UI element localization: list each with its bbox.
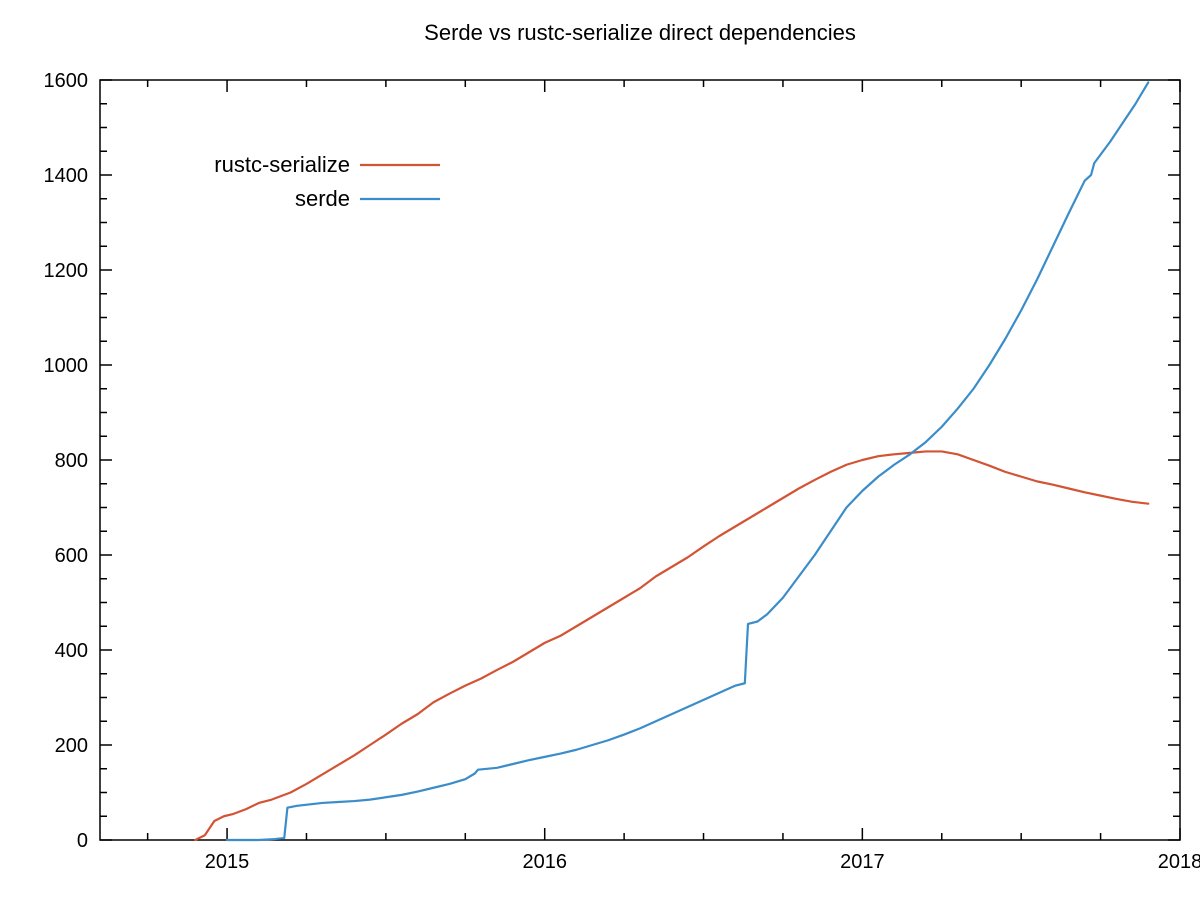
- y-tick-label: 1200: [44, 260, 89, 282]
- chart-axes: 2015 2016 2017 2018 0 200 400 600 800 1000 1200 140…: [44, 70, 1200, 873]
- y-tick-label: 400: [55, 640, 88, 662]
- y-tick-label: 800: [55, 450, 88, 472]
- y-tick-label: 600: [55, 545, 88, 567]
- chart-title: Serde vs rustc-serialize direct dependen…: [424, 20, 856, 45]
- chart-legend: rustc-serialize serde: [214, 152, 440, 211]
- x-tick-label: 2017: [840, 851, 885, 873]
- x-tick-label: 2018: [1158, 851, 1200, 873]
- y-tick-label: 1600: [44, 70, 89, 92]
- x-tick-label: 2016: [522, 851, 567, 873]
- y-tick-label: 0: [77, 830, 88, 852]
- y-tick-label: 1000: [44, 355, 89, 377]
- legend-label: serde: [295, 186, 350, 211]
- y-tick-label: 1400: [44, 165, 89, 187]
- y-tick-label: 200: [55, 735, 88, 757]
- plot-border: [100, 80, 1180, 840]
- legend-label: rustc-serialize: [214, 152, 350, 177]
- line-chart: Serde vs rustc-serialize direct dependen…: [0, 0, 1200, 899]
- series-line-rustc-serialize: [195, 451, 1148, 840]
- series-line-serde: [227, 82, 1148, 840]
- chart-container: Serde vs rustc-serialize direct dependen…: [0, 0, 1200, 899]
- x-tick-label: 2015: [205, 851, 250, 873]
